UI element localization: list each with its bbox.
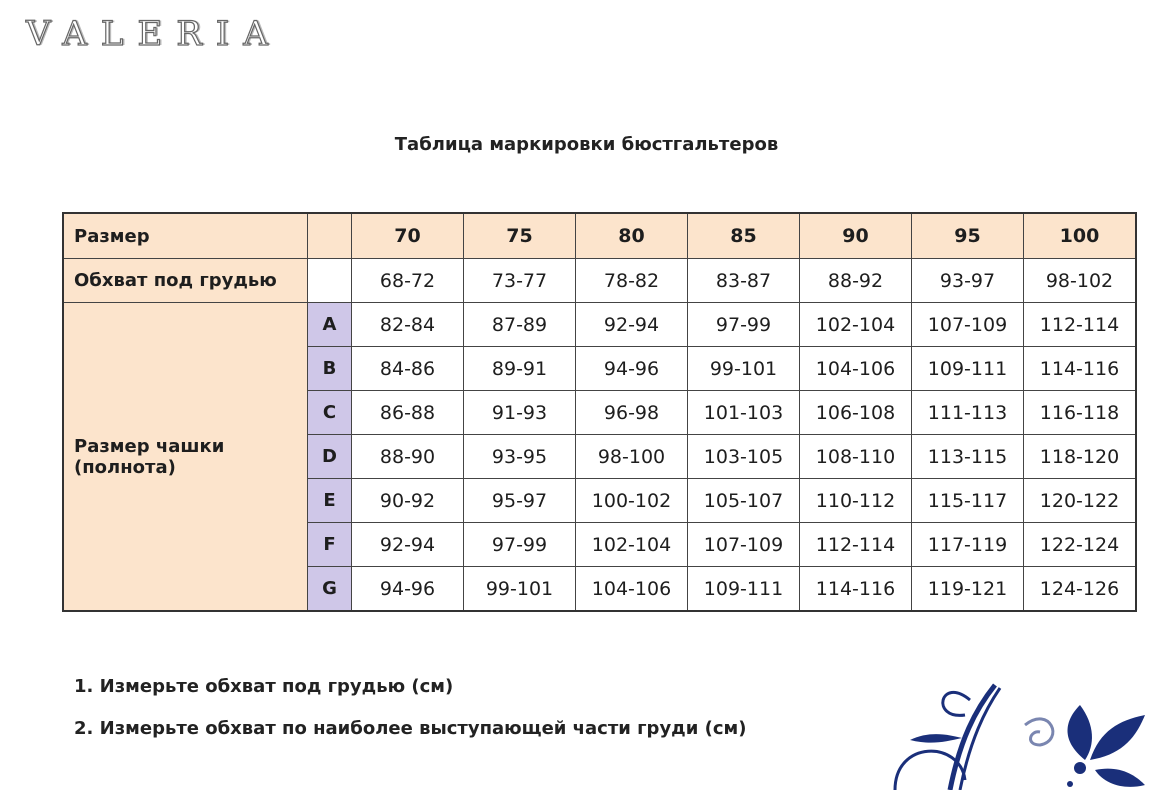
cup-letter: G bbox=[307, 566, 352, 612]
bust-cell: 94-96 bbox=[575, 346, 688, 391]
underbust-cell: 68-72 bbox=[351, 258, 464, 303]
size-label: Размер bbox=[62, 212, 308, 259]
bust-cell: 104-106 bbox=[799, 346, 912, 391]
bust-cell: 120-122 bbox=[1023, 478, 1137, 523]
underbust-cell: 83-87 bbox=[687, 258, 800, 303]
bust-cell: 89-91 bbox=[463, 346, 576, 391]
bust-cell: 109-111 bbox=[687, 566, 800, 612]
bust-cell: 106-108 bbox=[799, 390, 912, 435]
bust-cell: 101-103 bbox=[687, 390, 800, 435]
bust-cell: 99-101 bbox=[687, 346, 800, 391]
cup-letter: F bbox=[307, 522, 352, 567]
bust-cell: 105-107 bbox=[687, 478, 800, 523]
cup-letter: E bbox=[307, 478, 352, 523]
cup-row: C 86-88 91-93 96-98 101-103 106-108 111-113 116… bbox=[63, 390, 1137, 435]
bust-cell: 107-109 bbox=[911, 302, 1024, 347]
blank-cell bbox=[307, 258, 352, 303]
size-header: 95 bbox=[911, 212, 1024, 259]
bust-cell: 98-100 bbox=[575, 434, 688, 479]
bust-cell: 97-99 bbox=[687, 302, 800, 347]
bust-cell: 114-116 bbox=[1023, 346, 1137, 391]
size-table: Размер 70 75 80 85 90 95 100 Обхват под грудью 68… bbox=[62, 212, 1137, 612]
cup-row: F 92-94 97-99 102-104 107-109 112-114 117-119 1… bbox=[63, 522, 1137, 567]
bust-cell: 102-104 bbox=[575, 522, 688, 567]
size-header: 75 bbox=[463, 212, 576, 259]
underbust-cell: 78-82 bbox=[575, 258, 688, 303]
underbust-cell: 73-77 bbox=[463, 258, 576, 303]
bust-cell: 96-98 bbox=[575, 390, 688, 435]
bust-cell: 118-120 bbox=[1023, 434, 1137, 479]
underbust-cell: 93-97 bbox=[911, 258, 1024, 303]
floral-ornament-icon bbox=[893, 683, 1145, 790]
underbust-cell: 98-102 bbox=[1023, 258, 1137, 303]
cup-letter: B bbox=[307, 346, 352, 391]
bust-cell: 90-92 bbox=[351, 478, 464, 523]
bust-cell: 93-95 bbox=[463, 434, 576, 479]
cup-row: G 94-96 99-101 104-106 109-111 114-116 119-121… bbox=[63, 566, 1137, 612]
bust-cell: 119-121 bbox=[911, 566, 1024, 612]
cup-row: B 84-86 89-91 94-96 99-101 104-106 109-111 114-… bbox=[63, 346, 1137, 391]
bust-cell: 99-101 bbox=[463, 566, 576, 612]
cup-letter: D bbox=[307, 434, 352, 479]
bust-cell: 86-88 bbox=[351, 390, 464, 435]
brand-logo: VALERIA bbox=[25, 13, 282, 54]
bust-cell: 122-124 bbox=[1023, 522, 1137, 567]
underbust-label: Обхват под грудью bbox=[62, 258, 308, 303]
bust-cell: 82-84 bbox=[351, 302, 464, 347]
bust-cell: 88-90 bbox=[351, 434, 464, 479]
bust-cell: 94-96 bbox=[351, 566, 464, 612]
bust-cell: 92-94 bbox=[351, 522, 464, 567]
underbust-cell: 88-92 bbox=[799, 258, 912, 303]
header-row: Размер 70 75 80 85 90 95 100 bbox=[62, 212, 1137, 259]
bust-cell: 117-119 bbox=[911, 522, 1024, 567]
bust-cell: 100-102 bbox=[575, 478, 688, 523]
bust-cell: 124-126 bbox=[1023, 566, 1137, 612]
note-2: 2. Измерьте обхват по наиболее выступающ… bbox=[74, 718, 747, 739]
bust-cell: 112-114 bbox=[1023, 302, 1137, 347]
blank-cell bbox=[307, 212, 352, 259]
bust-cell: 114-116 bbox=[799, 566, 912, 612]
underbust-row: Обхват под грудью 68-72 73-77 78-82 83-87 88-… bbox=[62, 258, 1137, 303]
cup-letter: C bbox=[307, 390, 352, 435]
bust-cell: 97-99 bbox=[463, 522, 576, 567]
page-title: Таблица маркировки бюстгальтеров bbox=[394, 134, 779, 155]
cup-label-line-1: Размер чашки bbox=[74, 435, 225, 457]
bust-cell: 92-94 bbox=[575, 302, 688, 347]
bust-cell: 111-113 bbox=[911, 390, 1024, 435]
bust-cell: 87-89 bbox=[463, 302, 576, 347]
cup-letter: A bbox=[307, 302, 352, 347]
size-header: 80 bbox=[575, 212, 688, 259]
size-header: 70 bbox=[351, 212, 464, 259]
bust-cell: 102-104 bbox=[799, 302, 912, 347]
instructions: 1. Измерьте обхват под грудью (см) 2. Из… bbox=[74, 666, 746, 750]
bust-cell: 115-117 bbox=[911, 478, 1024, 523]
bust-cell: 107-109 bbox=[687, 522, 800, 567]
cup-row: E 90-92 95-97 100-102 105-107 110-112 115-117 1… bbox=[63, 478, 1137, 523]
cup-row: D 88-90 93-95 98-100 103-105 108-110 113-115 11… bbox=[63, 434, 1137, 479]
bust-cell: 108-110 bbox=[799, 434, 912, 479]
bust-cell: 109-111 bbox=[911, 346, 1024, 391]
bust-cell: 95-97 bbox=[463, 478, 576, 523]
size-header: 85 bbox=[687, 212, 800, 259]
bust-cell: 110-112 bbox=[799, 478, 912, 523]
bust-cell: 104-106 bbox=[575, 566, 688, 612]
size-header: 90 bbox=[799, 212, 912, 259]
cup-size-label: Размер чашки (полнота) bbox=[62, 302, 308, 612]
cup-row: Размер чашки (полнота) A 82-84 87-89 92-94 97-… bbox=[62, 302, 1137, 612]
bust-cell: 116-118 bbox=[1023, 390, 1137, 435]
bust-cell: 91-93 bbox=[463, 390, 576, 435]
cup-label-line-2: (полнота) bbox=[74, 456, 176, 478]
size-header: 100 bbox=[1023, 212, 1137, 259]
bust-cell: 84-86 bbox=[351, 346, 464, 391]
note-1: 1. Измерьте обхват под грудью (см) bbox=[74, 676, 454, 697]
bust-cell: 112-114 bbox=[799, 522, 912, 567]
bust-cell: 113-115 bbox=[911, 434, 1024, 479]
bust-cell: 103-105 bbox=[687, 434, 800, 479]
